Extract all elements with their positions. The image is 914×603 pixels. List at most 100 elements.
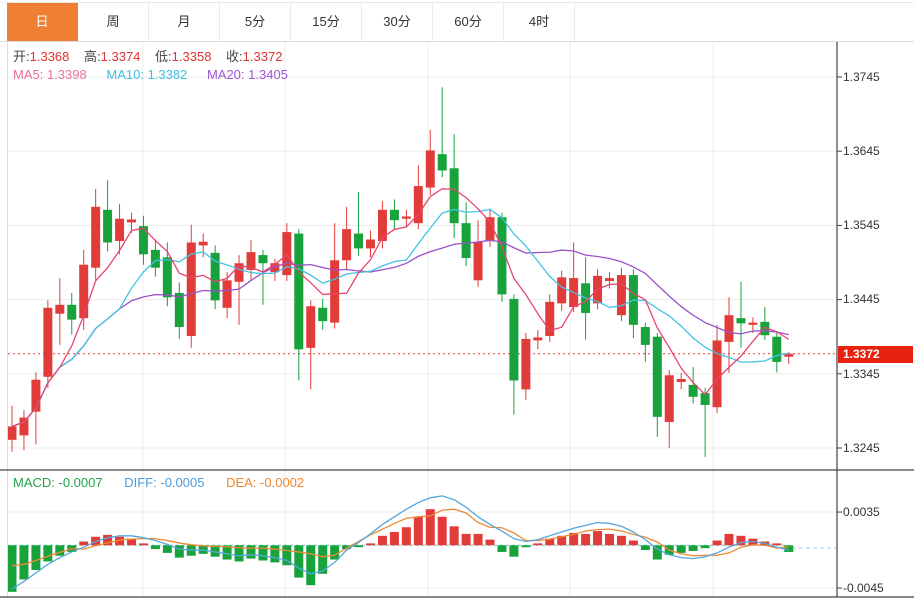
candle-body <box>103 209 113 243</box>
macd-bar <box>19 545 29 580</box>
macd-bar <box>318 545 328 574</box>
dea-line <box>11 508 789 567</box>
tab-60min[interactable]: 60分 <box>433 3 504 41</box>
macd-bar <box>138 543 148 546</box>
close-label: 收: <box>226 49 243 64</box>
macd-bar <box>150 545 160 550</box>
macd-bar <box>294 545 304 578</box>
candle-body <box>473 241 483 281</box>
macd-value: MACD: -0.0007 <box>13 475 103 490</box>
macd-bar <box>593 531 603 546</box>
macd-bar <box>270 545 280 563</box>
candle-body <box>55 304 65 314</box>
candle-body <box>784 353 794 357</box>
candle-body <box>294 233 304 350</box>
macd-bar <box>521 545 531 548</box>
price-tick-6: 1.3245 <box>843 441 880 455</box>
ma20-readout: MA20: 1.3405 <box>206 67 288 82</box>
macd-bar <box>425 509 435 546</box>
macd-bar <box>330 545 340 560</box>
high-label: 高: <box>84 49 101 64</box>
macd-bar <box>473 533 483 546</box>
diff-line <box>11 495 789 590</box>
macd-bar <box>103 534 113 546</box>
macd-bar <box>772 543 782 546</box>
open-label: 开: <box>13 49 30 64</box>
tab-month[interactable]: 月 <box>149 3 220 41</box>
candle-body <box>736 318 746 324</box>
candle-body <box>150 249 160 268</box>
candle-body <box>437 154 447 171</box>
macd-tick-2: -0.0045 <box>843 581 884 595</box>
price-tick-2: 1.3645 <box>843 144 880 158</box>
tab-day[interactable]: 日 <box>7 3 78 41</box>
candle-body <box>138 226 148 255</box>
candle-body <box>700 393 710 405</box>
candle-body <box>605 278 614 282</box>
macd-bar <box>712 540 722 546</box>
low-label: 低: <box>155 49 172 64</box>
macd-bar <box>174 545 184 558</box>
candle-body <box>772 336 782 362</box>
tab-4hour[interactable]: 4时 <box>504 3 575 41</box>
macd-bar <box>437 516 447 546</box>
candle-body <box>19 417 29 436</box>
macd-bar <box>389 532 399 546</box>
macd-bar <box>557 535 567 546</box>
macd-bar <box>640 545 650 551</box>
candle-body <box>198 241 208 246</box>
candle-body <box>401 216 411 219</box>
macd-bar <box>605 533 614 546</box>
macd-bar <box>31 545 41 570</box>
dea-value: DEA: -0.0002 <box>226 475 305 490</box>
candle-body <box>688 384 698 397</box>
macd-bar <box>354 545 364 548</box>
candle-body <box>545 301 555 336</box>
candle-body <box>509 298 519 381</box>
candle-body <box>497 217 507 295</box>
ma20-line <box>11 239 789 428</box>
macd-bar <box>509 545 519 557</box>
macd-bar <box>688 545 698 551</box>
macd-bar <box>115 536 125 546</box>
macd-bar <box>784 545 794 552</box>
candle-body <box>282 232 292 276</box>
macd-readout: MACD: -0.0007 DIFF: -0.0005 DEA: -0.0002 <box>13 475 304 490</box>
candle-body <box>330 260 340 323</box>
candle-body <box>413 186 423 224</box>
macd-bar <box>497 545 507 552</box>
macd-bar <box>461 533 471 546</box>
macd-bar <box>724 533 734 546</box>
price-tick-5: 1.3345 <box>843 367 880 381</box>
candle-body <box>174 292 184 328</box>
tab-30min[interactable]: 30分 <box>362 3 433 41</box>
macd-bar <box>127 538 136 546</box>
period-tabbar: 日 周 月 5分 15分 30分 60分 4时 <box>0 2 914 42</box>
tab-5min[interactable]: 5分 <box>220 3 291 41</box>
macd-bar <box>246 545 256 559</box>
tab-15min[interactable]: 15分 <box>291 3 362 41</box>
macd-bar <box>533 543 543 546</box>
candle-body <box>7 426 17 440</box>
candle-body <box>318 307 328 322</box>
candle-body <box>91 206 101 268</box>
tab-week[interactable]: 周 <box>78 3 149 41</box>
candle-body <box>557 277 567 304</box>
candle-body <box>270 263 280 273</box>
ma5-line <box>11 188 790 428</box>
candle-body <box>162 257 172 298</box>
price-tick-3: 1.3545 <box>843 218 880 232</box>
macd-bar <box>700 545 710 549</box>
candle-body <box>222 280 232 308</box>
macd-bar <box>581 533 591 546</box>
macd-bar <box>282 545 292 566</box>
macd-bar <box>485 539 495 546</box>
ohlc-readout: 开:1.3368 高:1.3374 低:1.3358 收:1.3372 <box>13 46 293 65</box>
candle-body <box>616 275 626 316</box>
candle-body <box>354 233 364 249</box>
current-price-tag: 1.3372 <box>838 346 913 363</box>
candle-body <box>760 321 770 336</box>
open-value: 1.3368 <box>29 49 70 64</box>
